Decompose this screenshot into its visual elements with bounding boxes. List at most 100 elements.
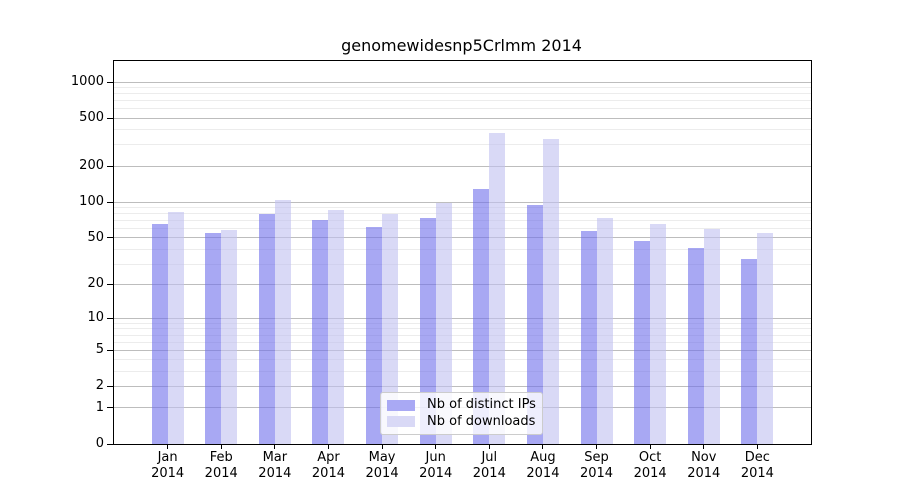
y-tick-mark	[107, 237, 113, 239]
gridline-major	[114, 349, 811, 351]
gridline-major	[114, 81, 811, 83]
y-tick-mark	[107, 165, 113, 167]
y-tick-mark	[107, 81, 113, 83]
y-tick-label: 10	[87, 310, 104, 326]
x-tick-mark	[435, 444, 437, 449]
gridline-minor	[114, 220, 811, 222]
bar-feb-ips	[205, 233, 222, 444]
bar-apr-downloads	[328, 210, 345, 444]
x-tick-label-jun: Jun 2014	[396, 450, 476, 482]
x-tick-mark	[274, 444, 276, 449]
x-tick-month: Nov	[691, 450, 717, 465]
bar-apr-ips	[312, 219, 329, 444]
legend-label-downloads: Nb of downloads	[427, 413, 536, 429]
x-tick-year: 2014	[365, 466, 399, 481]
gridline-minor	[114, 359, 811, 361]
x-tick-mark	[649, 444, 651, 449]
x-tick-mark	[756, 444, 758, 449]
gridline-minor	[114, 328, 811, 330]
x-tick-label-feb: Feb 2014	[181, 450, 261, 482]
gridline-minor	[114, 87, 811, 88]
x-tick-month: Dec	[744, 450, 770, 465]
x-tick-mark	[703, 444, 705, 449]
bar-sep-ips	[580, 231, 597, 444]
y-tick-label: 0	[95, 436, 104, 451]
gridline-major	[114, 283, 811, 285]
x-tick-label-may: May 2014	[342, 450, 422, 482]
x-tick-month: Feb	[209, 450, 233, 465]
x-tick-mark	[596, 444, 598, 449]
bar-may-downloads	[382, 214, 399, 444]
gridline-major	[114, 117, 811, 119]
legend-swatch-distinct-ips	[387, 399, 415, 411]
legend-label-distinct-ips: Nb of distinct IPs	[427, 397, 536, 413]
x-tick-year: 2014	[419, 466, 453, 481]
x-tick-year: 2014	[579, 466, 614, 481]
y-tick-label: 1000	[70, 74, 104, 89]
x-tick-label-jan: Jan 2014	[128, 450, 208, 482]
bar-sep-downloads	[596, 217, 613, 444]
x-tick-year: 2014	[472, 466, 506, 481]
x-tick-mark	[327, 444, 329, 449]
bar-jun-downloads	[435, 203, 452, 444]
x-tick-month: Mar	[262, 450, 288, 465]
x-tick-year: 2014	[151, 466, 185, 481]
bar-mar-ips	[258, 213, 275, 444]
gridline-minor	[114, 263, 811, 265]
chart-title: genomewidesnp5Crlmm 2014	[341, 36, 582, 55]
x-tick-year: 2014	[633, 466, 667, 481]
y-tick-mark	[107, 117, 113, 119]
gridline-minor	[114, 228, 811, 230]
x-tick-month: Oct	[638, 450, 662, 465]
y-tick-label: 50	[87, 229, 104, 245]
x-tick-mark	[167, 444, 169, 449]
bar-jun-ips	[419, 217, 436, 444]
plot-area	[113, 60, 812, 445]
legend-item-distinct-ips: Nb of distinct IPs	[387, 397, 536, 413]
gridline-minor	[114, 334, 811, 336]
gridline-major	[114, 165, 811, 167]
x-tick-month: Jun	[425, 450, 446, 465]
legend: Nb of distinct IPs Nb of downloads	[380, 392, 543, 435]
y-tick-label: 2	[95, 378, 104, 394]
bar-may-ips	[366, 226, 383, 444]
x-tick-year: 2014	[311, 466, 345, 481]
gridline-minor	[114, 144, 811, 146]
x-tick-mark	[488, 444, 490, 449]
gridline-minor	[114, 129, 811, 131]
gridline-minor	[114, 248, 811, 250]
x-tick-label-mar: Mar 2014	[235, 450, 315, 482]
bar-nov-downloads	[703, 228, 720, 444]
y-tick-mark	[107, 317, 113, 319]
gridline-minor	[114, 93, 811, 95]
gridline-minor	[114, 207, 811, 209]
bar-jan-ips	[151, 224, 168, 444]
y-tick-label: 20	[87, 276, 104, 292]
gridline-major	[114, 385, 811, 387]
x-tick-month: Apr	[317, 450, 340, 465]
gridline-minor	[114, 341, 811, 343]
bar-mar-downloads	[274, 200, 291, 444]
bar-feb-downloads	[221, 230, 238, 444]
y-tick-label: 200	[79, 158, 104, 174]
x-tick-year: 2014	[740, 466, 774, 481]
x-tick-label-apr: Apr 2014	[288, 450, 368, 482]
x-tick-label-jul: Jul 2014	[449, 450, 529, 482]
bar-aug-downloads	[542, 139, 559, 444]
gridline-minor	[114, 370, 811, 372]
gridline-minor	[114, 213, 811, 215]
x-tick-label-nov: Nov 2014	[664, 450, 744, 482]
x-tick-month: Jan	[157, 450, 178, 465]
bar-dec-downloads	[757, 233, 774, 444]
gridline-minor	[114, 322, 811, 324]
gridline-minor	[114, 100, 811, 102]
x-tick-label-oct: Oct 2014	[610, 450, 690, 482]
y-tick-mark	[107, 283, 113, 285]
gridline-major	[114, 201, 811, 203]
x-tick-label-aug: Aug 2014	[503, 450, 583, 482]
bar-jul-ips	[473, 188, 490, 444]
gridline-minor	[114, 108, 811, 110]
x-tick-month: Jul	[481, 450, 498, 465]
x-tick-label-sep: Sep 2014	[557, 450, 637, 482]
